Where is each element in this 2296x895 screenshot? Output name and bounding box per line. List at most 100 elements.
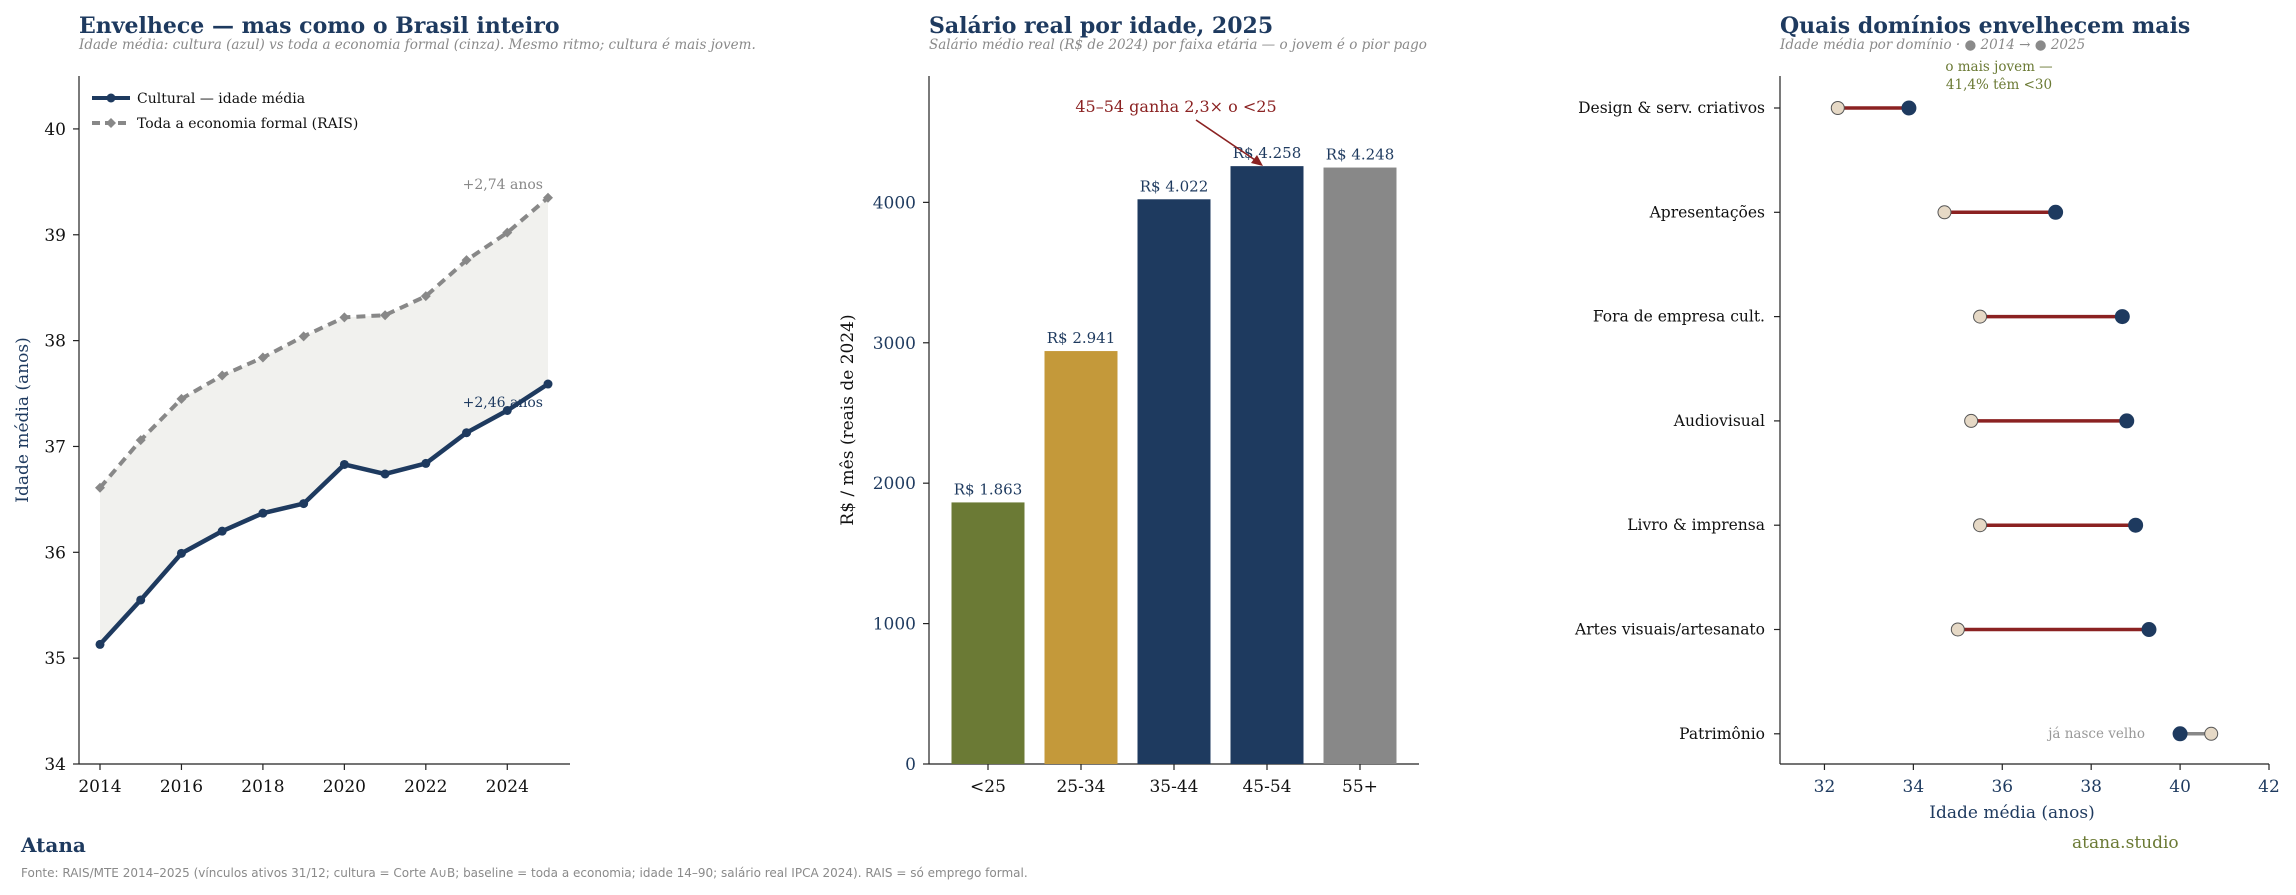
p1-ytick-label: 40 [44,120,66,140]
p1-ytick-label: 39 [44,226,66,246]
point-culture-2019 [299,499,309,509]
p2-annotation-arrow [1195,119,1259,163]
point-economy-2023 [461,255,472,266]
point-culture-2025 [543,379,553,389]
point-2025 [2128,517,2144,533]
point-economy-2014 [95,482,105,493]
p3-xtick-label: 40 [2169,777,2191,797]
point-culture-2018 [258,508,268,518]
domain-label: Fora de empresa cult. [1593,308,1765,326]
point-economy-2018 [257,352,268,363]
p3-annot-young-1: o mais jovem — [1945,59,2052,75]
p1-xtick-label: 2020 [323,777,366,797]
point-2025 [2119,413,2135,429]
bar-value-label: R$ 2.941 [1047,329,1116,347]
point-2014 [2204,726,2219,741]
p2-xtick-label: 55+ [1342,777,1378,797]
point-culture-2015 [136,595,146,605]
p1-ytick-label: 38 [44,332,66,352]
bar-45-54 [1230,166,1304,765]
p1-xtick-label: 2018 [241,777,284,797]
panel-domains-aging: Quais domínios envelhecem mais Idade méd… [1574,13,2280,823]
p1-annot-culture: +2,46 anos [463,395,543,411]
point-2014 [1950,622,1965,637]
p1-y-label: Idade média (anos) [13,337,33,502]
bar-value-label: R$ 1.863 [954,480,1023,498]
p2-ytick-label: 4000 [873,193,916,213]
p1-annot-economy: +2,74 anos [463,177,543,193]
p3-xtick-label: 34 [1903,777,1925,797]
p1-xtick-label: 2014 [78,777,121,797]
bar-<25 [951,502,1025,764]
p1-xtick-label: 2024 [486,777,529,797]
p2-arrow-head [1251,155,1263,166]
site-link[interactable]: atana.studio [2072,833,2179,853]
source-note: Fonte: RAIS/MTE 2014–2025 (vínculos ativ… [21,866,1028,880]
panel-age-trend: Envelhece — mas como o Brasil inteiro Id… [13,13,756,797]
panel-3-title: Quais domínios envelhecem mais [1780,13,2190,39]
p3-annot-old: já nasce velho [2046,726,2145,742]
p1-ytick-label: 36 [44,543,66,563]
point-2025 [2048,204,2064,220]
point-economy-2016 [176,393,187,404]
point-2014 [1830,101,1845,115]
p2-ytick-label: 3000 [873,334,916,354]
p1-ytick-label: 35 [44,649,66,669]
series-line-culture [98,382,550,646]
domain-label: Livro & imprensa [1627,516,1765,534]
bar-value-label: R$ 4.248 [1326,146,1395,164]
p1-ytick-label: 37 [44,437,66,457]
point-economy-2025 [543,192,553,203]
p2-xtick-label: 35-44 [1149,777,1198,797]
point-2025 [2172,726,2188,742]
point-economy-2017 [217,370,228,381]
point-2025 [2141,622,2157,637]
point-2025 [2114,309,2130,325]
p3-annot-young-2: 41,4% têm <30 [1946,77,2052,93]
point-economy-2024 [502,227,513,238]
p3-xtick-label: 38 [2080,777,2102,797]
bar-value-label: R$ 4.258 [1233,144,1302,162]
point-2014 [1973,309,1988,324]
p2-ytick-label: 0 [905,755,916,775]
p3-xtick-label: 32 [1814,777,1836,797]
domain-label: Patrimônio [1679,725,1765,743]
point-economy-2021 [380,310,391,321]
p1-legend: Cultural — idade média Toda a economia f… [92,91,358,132]
legend-marker-culture [106,93,116,103]
domain-label: Apresentações [1649,203,1765,221]
point-culture-2016 [176,548,186,558]
p2-ytick-label: 2000 [873,474,916,494]
bar-55+ [1323,167,1397,764]
p2-ytick-label: 1000 [873,615,916,635]
point-2014 [1937,205,1952,220]
p1-gap-area [100,197,548,645]
p3-xtick-label: 36 [1991,777,2013,797]
p2-annotation: 45–54 ganha 2,3× o <25 [1075,97,1276,116]
p3-x-label: Idade média (anos) [1929,803,2094,823]
panel-2-title: Salário real por idade, 2025 [929,13,1273,39]
p2-xtick-label: <25 [970,777,1006,797]
legend-label-economy: Toda a economia formal (RAIS) [137,116,358,132]
point-2014 [1964,413,1979,428]
legend-label-culture: Cultural — idade média [137,91,305,107]
panel-2-subtitle: Salário médio real (R$ de 2024) por faix… [929,37,1427,53]
point-economy-2019 [298,331,309,342]
series-line-economy [98,196,550,490]
p2-xtick-label: 45-54 [1242,777,1291,797]
domain-label: Audiovisual [1673,412,1765,430]
p1-xtick-label: 2016 [160,777,203,797]
bar-25-34 [1044,351,1118,764]
p3-xtick-label: 42 [2258,777,2280,797]
bar-35-44 [1137,199,1211,764]
p1-xtick-label: 2022 [404,777,447,797]
panel-1-subtitle: Idade média: cultura (azul) vs toda a ec… [78,37,756,53]
point-economy-2015 [135,435,146,446]
domain-label: Artes visuais/artesanato [1574,621,1765,639]
p1-gap-band [100,197,548,645]
bar-value-label: R$ 4.022 [1140,177,1209,195]
p1-ytick-label: 34 [44,755,66,775]
point-economy-2022 [420,291,431,302]
point-culture-2023 [462,428,472,438]
